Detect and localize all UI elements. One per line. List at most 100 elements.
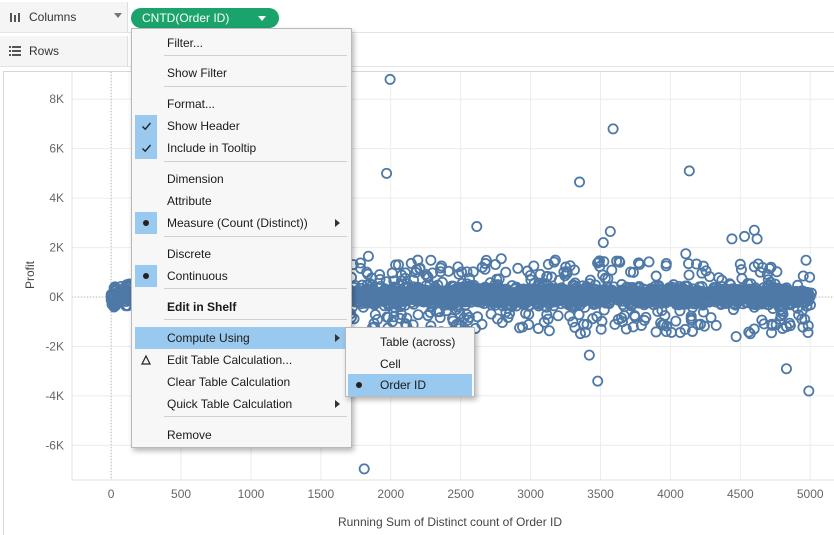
scatter-point[interactable] (380, 276, 392, 288)
scatter-point[interactable] (593, 255, 605, 267)
submenu-item-cell[interactable]: Cell (348, 353, 472, 375)
scatter-point[interactable] (766, 327, 778, 339)
scatter-point[interactable] (670, 315, 682, 327)
menu-item-quick-table-calculation[interactable]: Quick Table Calculation (135, 393, 348, 415)
scatter-point[interactable] (609, 318, 621, 330)
scatter-point[interactable] (784, 292, 796, 304)
scatter-point[interactable] (510, 286, 522, 298)
scatter-point[interactable] (782, 286, 794, 298)
scatter-point[interactable] (361, 295, 373, 307)
scatter-point[interactable] (552, 310, 564, 322)
menu-item-show-header[interactable]: Show Header (135, 115, 348, 137)
scatter-point[interactable] (751, 233, 763, 245)
scatter-point[interactable] (583, 349, 595, 361)
scatter-point[interactable] (434, 312, 446, 324)
scatter-point[interactable] (627, 266, 639, 278)
scatter-point[interactable] (633, 257, 645, 269)
scatter-point[interactable] (804, 271, 816, 283)
scatter-point[interactable] (443, 265, 455, 277)
scatter-point[interactable] (594, 288, 606, 300)
scatter-point[interactable] (803, 385, 815, 397)
scatter-point[interactable] (609, 287, 621, 299)
scatter-point[interactable] (108, 297, 120, 309)
scatter-point[interactable] (652, 305, 664, 317)
scatter-point[interactable] (549, 254, 561, 266)
scatter-point[interactable] (488, 291, 500, 303)
scatter-point[interactable] (541, 309, 553, 321)
scatter-point[interactable] (595, 323, 607, 335)
menu-item-discrete[interactable]: Discrete (135, 243, 348, 265)
scatter-point[interactable] (758, 318, 770, 330)
scatter-point[interactable] (591, 311, 603, 323)
scatter-point[interactable] (561, 266, 573, 278)
scatter-point[interactable] (433, 306, 445, 318)
scatter-point[interactable] (700, 265, 712, 277)
scatter-point[interactable] (726, 233, 738, 245)
scatter-point[interactable] (592, 375, 604, 387)
scatter-point[interactable] (574, 328, 586, 340)
scatter-point[interactable] (604, 225, 616, 237)
menu-item-edit-in-shelf[interactable]: Edit in Shelf (135, 296, 348, 318)
scatter-point[interactable] (661, 320, 673, 332)
scatter-point[interactable] (702, 290, 714, 302)
scatter-point[interactable] (713, 272, 725, 284)
scatter-point[interactable] (471, 221, 483, 233)
scatter-point[interactable] (733, 284, 745, 296)
menu-item-continuous[interactable]: Continuous (135, 265, 348, 287)
scatter-point[interactable] (412, 309, 424, 321)
scatter-point[interactable] (372, 290, 384, 302)
scatter-point[interactable] (607, 123, 619, 135)
scatter-point[interactable] (413, 294, 425, 306)
scatter-point[interactable] (484, 277, 496, 289)
scatter-point[interactable] (567, 316, 579, 328)
scatter-point[interactable] (412, 254, 424, 266)
scatter-point[interactable] (478, 298, 490, 310)
scatter-point[interactable] (764, 263, 776, 275)
scatter-point[interactable] (519, 289, 531, 301)
scatter-point[interactable] (798, 286, 810, 298)
scatter-point[interactable] (535, 291, 547, 303)
pill-caret-icon[interactable] (258, 16, 266, 21)
scatter-point[interactable] (108, 301, 120, 313)
scatter-point[interactable] (780, 321, 792, 333)
menu-item-dimension[interactable]: Dimension (135, 168, 348, 190)
scatter-point[interactable] (514, 322, 526, 334)
scatter-point[interactable] (743, 326, 755, 338)
scatter-point[interactable] (443, 284, 455, 296)
scatter-point[interactable] (358, 463, 370, 475)
scatter-point[interactable] (643, 256, 655, 268)
scatter-point[interactable] (683, 269, 695, 281)
scatter-point[interactable] (618, 310, 630, 322)
scatter-point[interactable] (798, 293, 810, 305)
scatter-point[interactable] (736, 273, 748, 285)
scatter-point[interactable] (680, 248, 692, 260)
scatter-point[interactable] (354, 293, 366, 305)
scatter-point[interactable] (683, 258, 695, 270)
scatter-point[interactable] (405, 257, 417, 269)
scatter-point[interactable] (462, 296, 474, 308)
scatter-point[interactable] (485, 308, 497, 320)
menu-item-remove[interactable]: Remove (135, 424, 348, 446)
scatter-point[interactable] (406, 293, 418, 305)
scatter-point[interactable] (528, 277, 540, 289)
scatter-point[interactable] (663, 293, 675, 305)
scatter-point[interactable] (656, 319, 668, 331)
scatter-point[interactable] (800, 254, 812, 266)
scatter-point[interactable] (775, 310, 787, 322)
scatter-point[interactable] (568, 264, 580, 276)
scatter-point[interactable] (425, 254, 437, 266)
scatter-point[interactable] (655, 317, 667, 329)
scatter-point[interactable] (766, 319, 778, 331)
scatter-point[interactable] (652, 290, 664, 302)
scatter-point[interactable] (717, 281, 729, 293)
scatter-point[interactable] (564, 310, 576, 322)
scatter-point[interactable] (577, 296, 589, 308)
scatter-point[interactable] (538, 316, 550, 328)
scatter-point[interactable] (534, 268, 546, 280)
scatter-point[interactable] (710, 319, 722, 331)
scatter-point[interactable] (543, 325, 555, 337)
scatter-point[interactable] (569, 277, 581, 289)
scatter-point[interactable] (468, 292, 480, 304)
scatter-point[interactable] (559, 285, 571, 297)
scatter-point[interactable] (748, 261, 760, 273)
